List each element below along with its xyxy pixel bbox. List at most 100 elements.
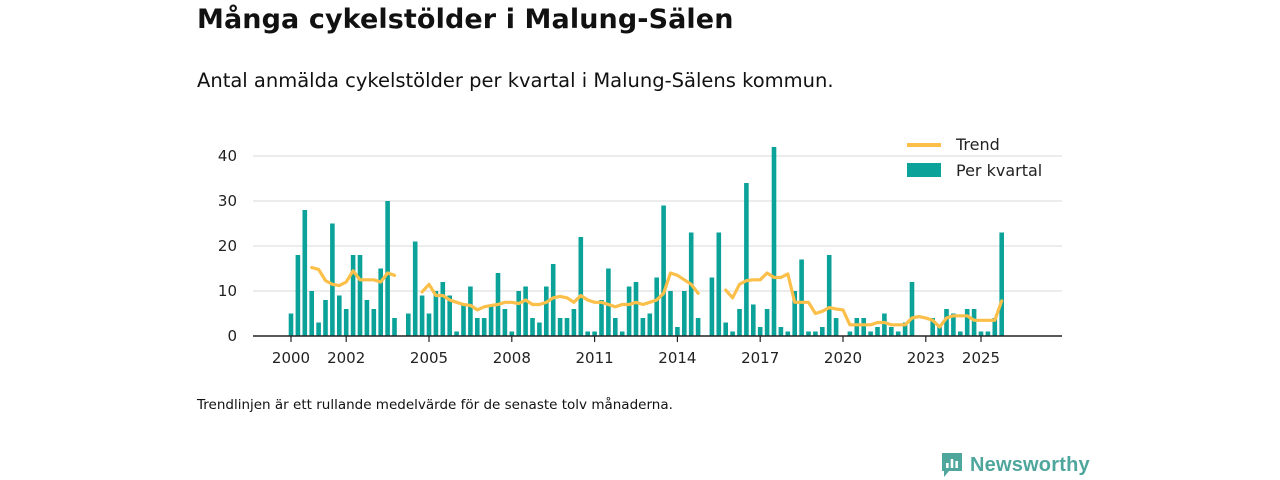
- bar: [447, 295, 452, 336]
- bar: [461, 304, 466, 336]
- bar: [440, 282, 446, 336]
- bar: [737, 309, 742, 336]
- y-tick-label: 20: [218, 237, 237, 255]
- bar: [481, 318, 487, 336]
- bar: [385, 201, 390, 336]
- bar: [640, 318, 646, 336]
- bar: [585, 331, 590, 336]
- bar: [378, 268, 383, 336]
- bar: [392, 318, 397, 336]
- bar: [944, 309, 949, 336]
- bar: [537, 322, 542, 336]
- bar: [978, 331, 984, 336]
- bar: [861, 318, 866, 336]
- legend: Trend Per kvartal: [907, 135, 1042, 180]
- bar: [964, 309, 970, 336]
- x-tick-label: 2008: [493, 349, 531, 367]
- bar: [716, 232, 722, 336]
- x-tick-label: 2000: [272, 349, 310, 367]
- bar: [330, 223, 335, 336]
- bar: [799, 259, 804, 336]
- bar: [764, 309, 770, 336]
- bar: [709, 277, 715, 336]
- bar: [757, 327, 763, 336]
- bar: [523, 286, 528, 336]
- chart-subtitle: Antal anmälda cykelstölder per kvartal i…: [197, 69, 834, 92]
- bar: [826, 255, 832, 336]
- bar: [854, 318, 860, 336]
- bar: [364, 300, 370, 336]
- bar: [695, 318, 701, 336]
- bar: [661, 205, 666, 336]
- bar: [785, 331, 791, 336]
- bar: [744, 183, 749, 336]
- bar: [550, 264, 556, 336]
- legend-bar-swatch: [907, 163, 941, 177]
- x-tick-label: 2023: [907, 349, 945, 367]
- bar: [930, 318, 935, 336]
- bar: [675, 327, 680, 336]
- brand-name: Newsworthy: [970, 453, 1090, 476]
- bar: [295, 255, 301, 336]
- bar: [350, 255, 356, 336]
- x-tick-label: 2011: [576, 349, 614, 367]
- bar: [999, 232, 1004, 336]
- bar: [813, 331, 818, 336]
- bar: [599, 300, 604, 336]
- bar: [668, 291, 673, 336]
- bar: [516, 291, 521, 336]
- bar: [889, 327, 894, 336]
- newsworthy-logo-icon: [942, 453, 962, 477]
- bar: [902, 322, 908, 336]
- bar: [468, 286, 473, 336]
- bar: [985, 331, 991, 336]
- bar: [578, 237, 584, 336]
- bar: [792, 291, 797, 336]
- bar: [882, 313, 887, 336]
- bar: [654, 277, 659, 336]
- bar: [833, 318, 839, 336]
- bar: [454, 331, 459, 336]
- bar: [626, 286, 632, 336]
- trend-line-segment: [310, 266, 397, 288]
- bar: [412, 241, 418, 336]
- bar: [619, 331, 625, 336]
- bar: [820, 327, 825, 336]
- bar: [343, 309, 349, 336]
- bar: [564, 318, 570, 336]
- bar: [433, 291, 439, 336]
- bar: [475, 318, 480, 336]
- bar: [606, 268, 611, 336]
- bar: [847, 331, 853, 336]
- bar: [895, 331, 901, 336]
- bar: [730, 331, 735, 336]
- bar: [557, 318, 563, 336]
- bar: [868, 331, 873, 336]
- bar: [806, 331, 811, 336]
- legend-trend-label: Trend: [955, 135, 1000, 154]
- bar: [530, 318, 535, 336]
- bar: [337, 295, 342, 336]
- y-tick-label: 0: [227, 327, 237, 345]
- bar: [647, 313, 653, 336]
- bar: [951, 313, 956, 336]
- bar: [288, 313, 294, 336]
- bar: [613, 318, 618, 336]
- bar: [958, 331, 963, 336]
- brand: Newsworthy: [940, 451, 1090, 479]
- bar: [419, 295, 425, 336]
- bar: [571, 309, 577, 336]
- bar: [633, 282, 639, 336]
- trend-line-segment: [724, 271, 1004, 329]
- bar: [426, 313, 432, 336]
- bar: [875, 327, 880, 336]
- bar: [592, 331, 597, 336]
- bar: [302, 210, 308, 336]
- bar: [937, 327, 942, 336]
- legend-bar-label: Per kvartal: [956, 161, 1042, 180]
- bar: [544, 286, 549, 336]
- bar: [357, 255, 363, 336]
- x-axis: 2000 2002 2005 2008 2011 2014 2017 2020 2023 2025: [253, 335, 1062, 367]
- x-tick-label: 2020: [824, 349, 862, 367]
